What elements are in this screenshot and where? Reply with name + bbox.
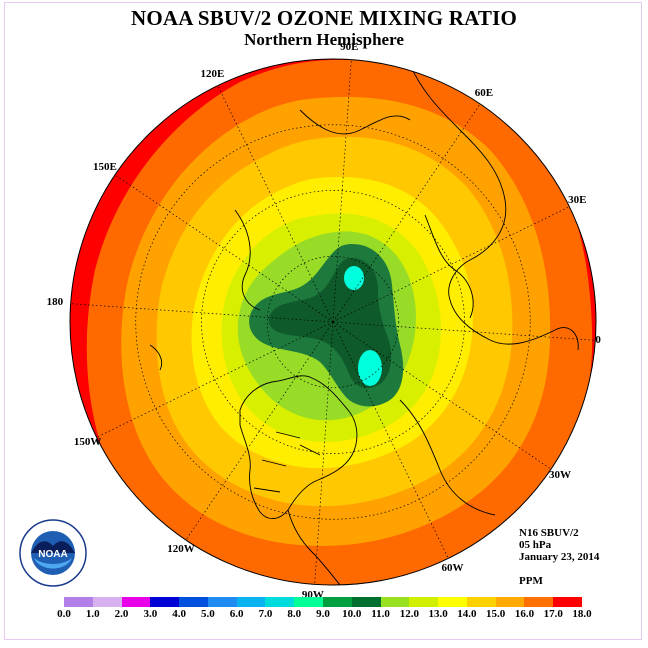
pressure-level: 05 hPa: [519, 539, 552, 551]
colorbar-tick-label: 10.0: [342, 608, 362, 620]
chart-title: NOAA SBUV/2 OZONE MIXING RATIO: [131, 6, 517, 30]
colorbar-tick-label: 2.0: [114, 608, 129, 620]
colorbar-swatch: [121, 597, 151, 607]
colorbar-swatch: [380, 597, 410, 607]
longitude-label: 60W: [441, 562, 464, 575]
colorbar-tick-label: 12.0: [399, 608, 419, 620]
date-label: January 23, 2014: [519, 551, 600, 563]
longitude-label: 0: [595, 334, 601, 347]
units-label: PPM: [519, 575, 543, 587]
colorbar-tick-label: 0.0: [57, 608, 71, 620]
longitude-label: 30E: [568, 194, 587, 207]
colorbar-tick-label: 7.0: [258, 608, 273, 620]
band-9: [268, 258, 392, 389]
colorbar-swatch: [150, 597, 180, 607]
colorbar-tick-label: 17.0: [543, 608, 563, 620]
colorbar-swatch: [495, 597, 525, 607]
noaa-logo: NOAA: [19, 519, 87, 587]
band-8-south: [358, 350, 382, 386]
colorbar-tick-label: 6.0: [229, 608, 244, 620]
longitude-label: 120W: [167, 542, 195, 555]
colorbar-swatch: [207, 597, 237, 607]
map-border: [69, 58, 597, 586]
colorbar-swatch: [409, 597, 439, 607]
longitude-label: 150E: [93, 161, 117, 174]
longitude-label: 120E: [200, 67, 225, 80]
colorbar-tick-label: 16.0: [514, 608, 535, 620]
coastlines: [149, 59, 579, 585]
colorbar-tick-label: 13.0: [428, 608, 448, 620]
colorbar-tick-label: 8.0: [287, 608, 302, 620]
colorbar-tick-label: 1.0: [85, 608, 100, 620]
colorbar-tick-label: 15.0: [486, 608, 506, 620]
graticule: [70, 59, 596, 585]
colorbar-swatch: [236, 597, 266, 607]
colorbar-swatch: [553, 597, 582, 607]
colorbar-swatch: [64, 597, 93, 607]
longitude-label: 60E: [474, 87, 494, 99]
latitude-circle: [266, 255, 400, 389]
longitude-label: 150W: [73, 435, 102, 448]
colorbar-swatch: [265, 597, 295, 607]
colorbar-tick-label: 5.0: [201, 608, 215, 620]
colorbar-swatch: [294, 597, 323, 607]
colorbar-swatch: [179, 597, 208, 607]
longitude-label: 90E: [340, 40, 359, 53]
colorbar-tick-label: 11.0: [371, 608, 390, 620]
longitude-label: 180: [46, 295, 64, 308]
colorbar-swatch: [438, 597, 467, 607]
colorbar-tick-label: 9.0: [316, 608, 330, 620]
longitude-label: 30W: [548, 468, 571, 481]
colorbar-swatch: [524, 597, 554, 607]
instrument-label: N16 SBUV/2: [519, 527, 579, 539]
colorbar-tick-label: 4.0: [172, 608, 186, 620]
colorbar-tick-label: 3.0: [143, 608, 158, 620]
band-8-north: [344, 266, 364, 290]
colorbar-swatch: [323, 597, 352, 607]
colorbar-tick-label: 14.0: [457, 608, 477, 620]
colorbar-tick-label: 18.0: [572, 608, 592, 620]
logo-text: NOAA: [38, 549, 67, 560]
colorbar-swatch: [466, 597, 496, 607]
colorbar-swatch: [92, 597, 122, 607]
chart-subtitle: Northern Hemisphere: [244, 30, 404, 49]
latitude-circle: [201, 190, 465, 454]
latitude-circle: [135, 124, 531, 520]
plot-frame: [4, 2, 642, 640]
colorbar-swatch: [351, 597, 381, 607]
